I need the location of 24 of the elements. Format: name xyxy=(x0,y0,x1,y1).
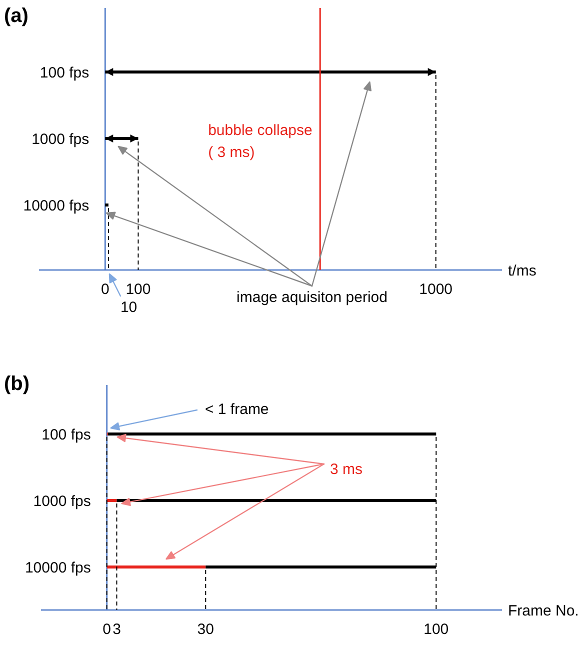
x-tick-label: 1000 xyxy=(419,281,453,298)
x-tick-label: 0 xyxy=(102,621,112,638)
bar xyxy=(106,566,206,568)
chart-title: (b) xyxy=(4,373,30,395)
text: image aquisiton period xyxy=(236,289,388,306)
y-tick-label: 10000 fps xyxy=(23,197,90,214)
x-axis-title: Frame No. xyxy=(508,602,579,620)
x-tick-label: 30 xyxy=(197,621,214,638)
y-tick-label: 100 fps xyxy=(40,64,90,82)
x-axis-title: t/ms xyxy=(508,262,536,280)
annotation: 3 ms xyxy=(330,461,363,478)
chart-title: (a) xyxy=(4,5,28,27)
x-tick-label: 100 xyxy=(126,281,151,298)
y-tick-label: 1000 fps xyxy=(33,492,91,510)
y-tick-label: 10000 fps xyxy=(24,559,91,576)
text: < 1 frame xyxy=(205,401,269,418)
y-tick-label: 1000 fps xyxy=(32,130,90,148)
ref-line-label: bubble collapse ( 3 ms) xyxy=(208,122,312,161)
text: 10 xyxy=(120,299,138,316)
x-tick-label: 0 xyxy=(100,281,110,298)
x-tick-label: 100 xyxy=(424,621,449,638)
bar xyxy=(106,499,117,502)
y-tick-label: 100 fps xyxy=(42,426,91,444)
x-tick-label: 3 xyxy=(112,621,121,638)
